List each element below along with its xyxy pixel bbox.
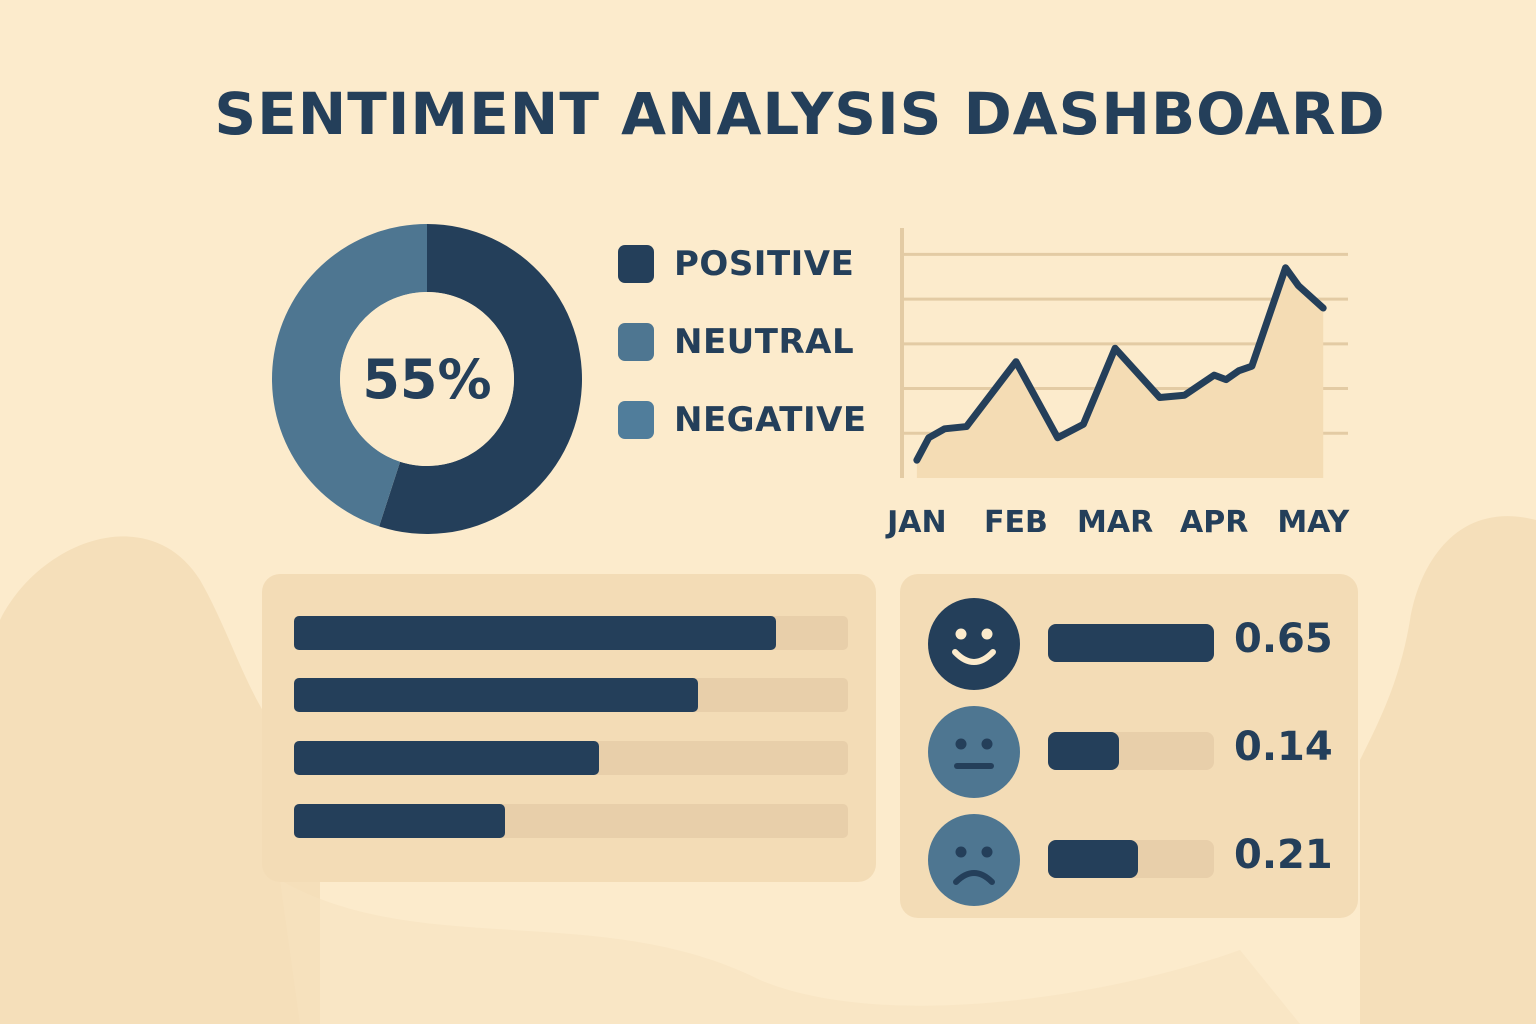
bar-fill (294, 741, 599, 775)
bar-fill (294, 616, 776, 650)
bar-track (294, 741, 848, 775)
legend-item-negative: NEGATIVE (618, 396, 867, 444)
bar-track (294, 678, 848, 712)
score-bar-fill (1048, 624, 1214, 662)
score-value: 0.21 (1234, 832, 1333, 878)
x-tick-label: MAY (1277, 505, 1350, 540)
bar-panel (262, 574, 876, 882)
score-bar-track (1048, 732, 1214, 770)
donut-slice-neutral (272, 224, 427, 527)
legend-item-neutral: NEUTRAL (618, 318, 867, 366)
sentiment-donut-chart: 55% (262, 214, 592, 544)
score-bar-track (1048, 840, 1214, 878)
bar-track (294, 616, 848, 650)
bar-fill (294, 804, 505, 838)
legend-swatch-neutral (618, 323, 654, 361)
score-bar-track (1048, 624, 1214, 662)
sentiment-score-panel: 0.65 0.14 0.21 (900, 574, 1358, 918)
legend-label: POSITIVE (674, 244, 855, 284)
x-tick-label: FEB (984, 505, 1048, 540)
legend-label: NEGATIVE (674, 400, 867, 440)
bar-track (294, 804, 848, 838)
donut-hole (340, 292, 514, 466)
score-row-neutral: 0.14 (928, 706, 1348, 798)
bar-fill (294, 678, 699, 712)
score-value: 0.14 (1234, 724, 1333, 770)
legend-item-positive: POSITIVE (618, 240, 867, 288)
line-area (916, 267, 1324, 478)
score-bar-fill (1048, 732, 1120, 770)
sentiment-trend-line-chart: JAN FEB MAR APR MAY (880, 220, 1360, 550)
sentiment-trend-line (913, 264, 1327, 464)
score-row-negative: 0.21 (928, 814, 1348, 906)
donut-slice-positive (379, 224, 582, 534)
score-bar-fill (1048, 840, 1138, 878)
legend-swatch-negative (618, 401, 654, 439)
sentiment-legend: POSITIVE NEUTRAL NEGATIVE (618, 240, 867, 474)
score-value: 0.65 (1234, 616, 1333, 662)
legend-swatch-positive (618, 245, 654, 283)
legend-label: NEUTRAL (674, 322, 855, 362)
score-row-positive: 0.65 (928, 598, 1348, 690)
frown-face-icon (928, 814, 1020, 906)
x-tick-label: MAR (1077, 505, 1153, 540)
neutral-face-icon (928, 706, 1020, 798)
smile-face-icon (928, 598, 1020, 690)
page-title: SENTIMENT ANALYSIS DASHBOARD (214, 80, 1386, 148)
x-tick-label: APR (1180, 505, 1248, 540)
donut-center-label: 55% (362, 347, 492, 411)
x-tick-label: JAN (885, 505, 947, 540)
